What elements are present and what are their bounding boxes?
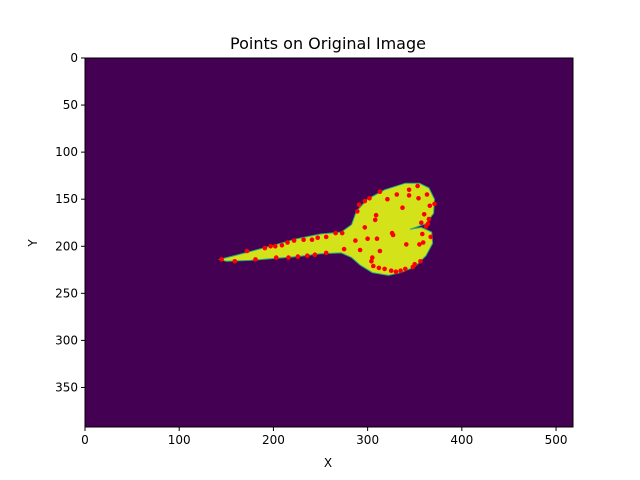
data-point xyxy=(357,247,363,253)
data-point xyxy=(382,266,387,272)
data-point xyxy=(286,255,291,260)
data-point xyxy=(376,265,382,271)
data-point xyxy=(400,205,405,210)
x-tick-label: 100 xyxy=(168,433,191,447)
data-point xyxy=(341,246,347,252)
data-point xyxy=(315,235,321,241)
data-point xyxy=(412,261,418,267)
data-point xyxy=(244,248,250,254)
data-point xyxy=(419,220,424,225)
data-point xyxy=(416,196,421,201)
data-point xyxy=(285,240,290,245)
data-point xyxy=(353,238,358,243)
data-point xyxy=(394,192,400,197)
data-point xyxy=(323,250,329,256)
x-tick-label: 400 xyxy=(450,433,473,447)
data-point xyxy=(370,255,375,260)
data-point xyxy=(372,217,378,223)
data-point xyxy=(291,238,297,243)
data-point xyxy=(417,242,422,247)
data-point xyxy=(312,252,318,257)
data-point xyxy=(428,234,434,240)
data-point xyxy=(426,216,432,222)
data-point xyxy=(377,189,383,194)
data-point xyxy=(432,201,437,207)
data-point xyxy=(362,225,368,230)
y-tick-label: 350 xyxy=(55,380,78,394)
x-tick-label: 200 xyxy=(262,433,285,447)
plot-frame xyxy=(84,57,574,428)
y-tick-label: 50 xyxy=(63,98,78,112)
data-point xyxy=(273,244,278,249)
data-point xyxy=(406,193,412,198)
data-point xyxy=(355,209,360,214)
data-point xyxy=(323,234,329,240)
data-point xyxy=(374,236,380,241)
data-point xyxy=(371,263,376,269)
data-point xyxy=(418,259,423,264)
data-point xyxy=(373,212,379,218)
y-tick-label: 300 xyxy=(55,333,78,347)
y-tick-label: 150 xyxy=(55,192,78,206)
data-point xyxy=(390,232,396,238)
y-tick-label: 200 xyxy=(55,239,78,253)
data-point xyxy=(253,257,258,262)
data-point xyxy=(420,231,425,237)
data-point xyxy=(279,243,285,248)
data-point xyxy=(301,237,306,242)
data-point xyxy=(385,196,390,202)
y-axis: 0 50 100 150 200 250 300 350 xyxy=(55,51,85,394)
plot-area xyxy=(84,57,574,428)
data-point xyxy=(404,242,409,247)
data-point xyxy=(273,255,279,260)
data-point xyxy=(388,268,394,274)
x-axis-label: X xyxy=(324,456,332,470)
data-point xyxy=(365,236,370,241)
x-axis: 0 100 200 300 400 500 xyxy=(81,427,567,447)
y-axis-label: Y xyxy=(26,239,40,248)
y-tick-label: 250 xyxy=(55,286,78,300)
data-point xyxy=(369,259,374,264)
data-point xyxy=(305,253,310,258)
data-point xyxy=(403,266,408,272)
data-point xyxy=(420,240,426,245)
data-point xyxy=(406,187,412,193)
data-point xyxy=(427,203,433,209)
data-point xyxy=(356,202,362,208)
chart-title: Points on Original Image xyxy=(230,34,426,53)
x-tick-label: 300 xyxy=(356,433,379,447)
data-point xyxy=(415,183,420,189)
data-point xyxy=(219,257,224,262)
data-point xyxy=(309,237,315,242)
data-point xyxy=(232,259,238,264)
data-point xyxy=(425,221,431,226)
points-layer xyxy=(219,183,437,275)
y-tick-label: 0 xyxy=(70,51,78,65)
data-point xyxy=(295,254,301,259)
x-tick-label: 0 xyxy=(81,433,89,447)
data-point xyxy=(262,245,268,251)
data-point xyxy=(421,212,427,217)
data-point xyxy=(339,230,345,236)
data-point xyxy=(393,269,399,275)
data-point xyxy=(398,268,403,274)
data-point xyxy=(268,244,273,249)
y-tick-label: 100 xyxy=(55,145,78,159)
data-point xyxy=(333,230,338,236)
data-point xyxy=(367,196,372,201)
data-point xyxy=(424,192,430,197)
data-point xyxy=(362,198,368,204)
x-tick-label: 500 xyxy=(545,433,568,447)
data-point xyxy=(377,248,383,254)
